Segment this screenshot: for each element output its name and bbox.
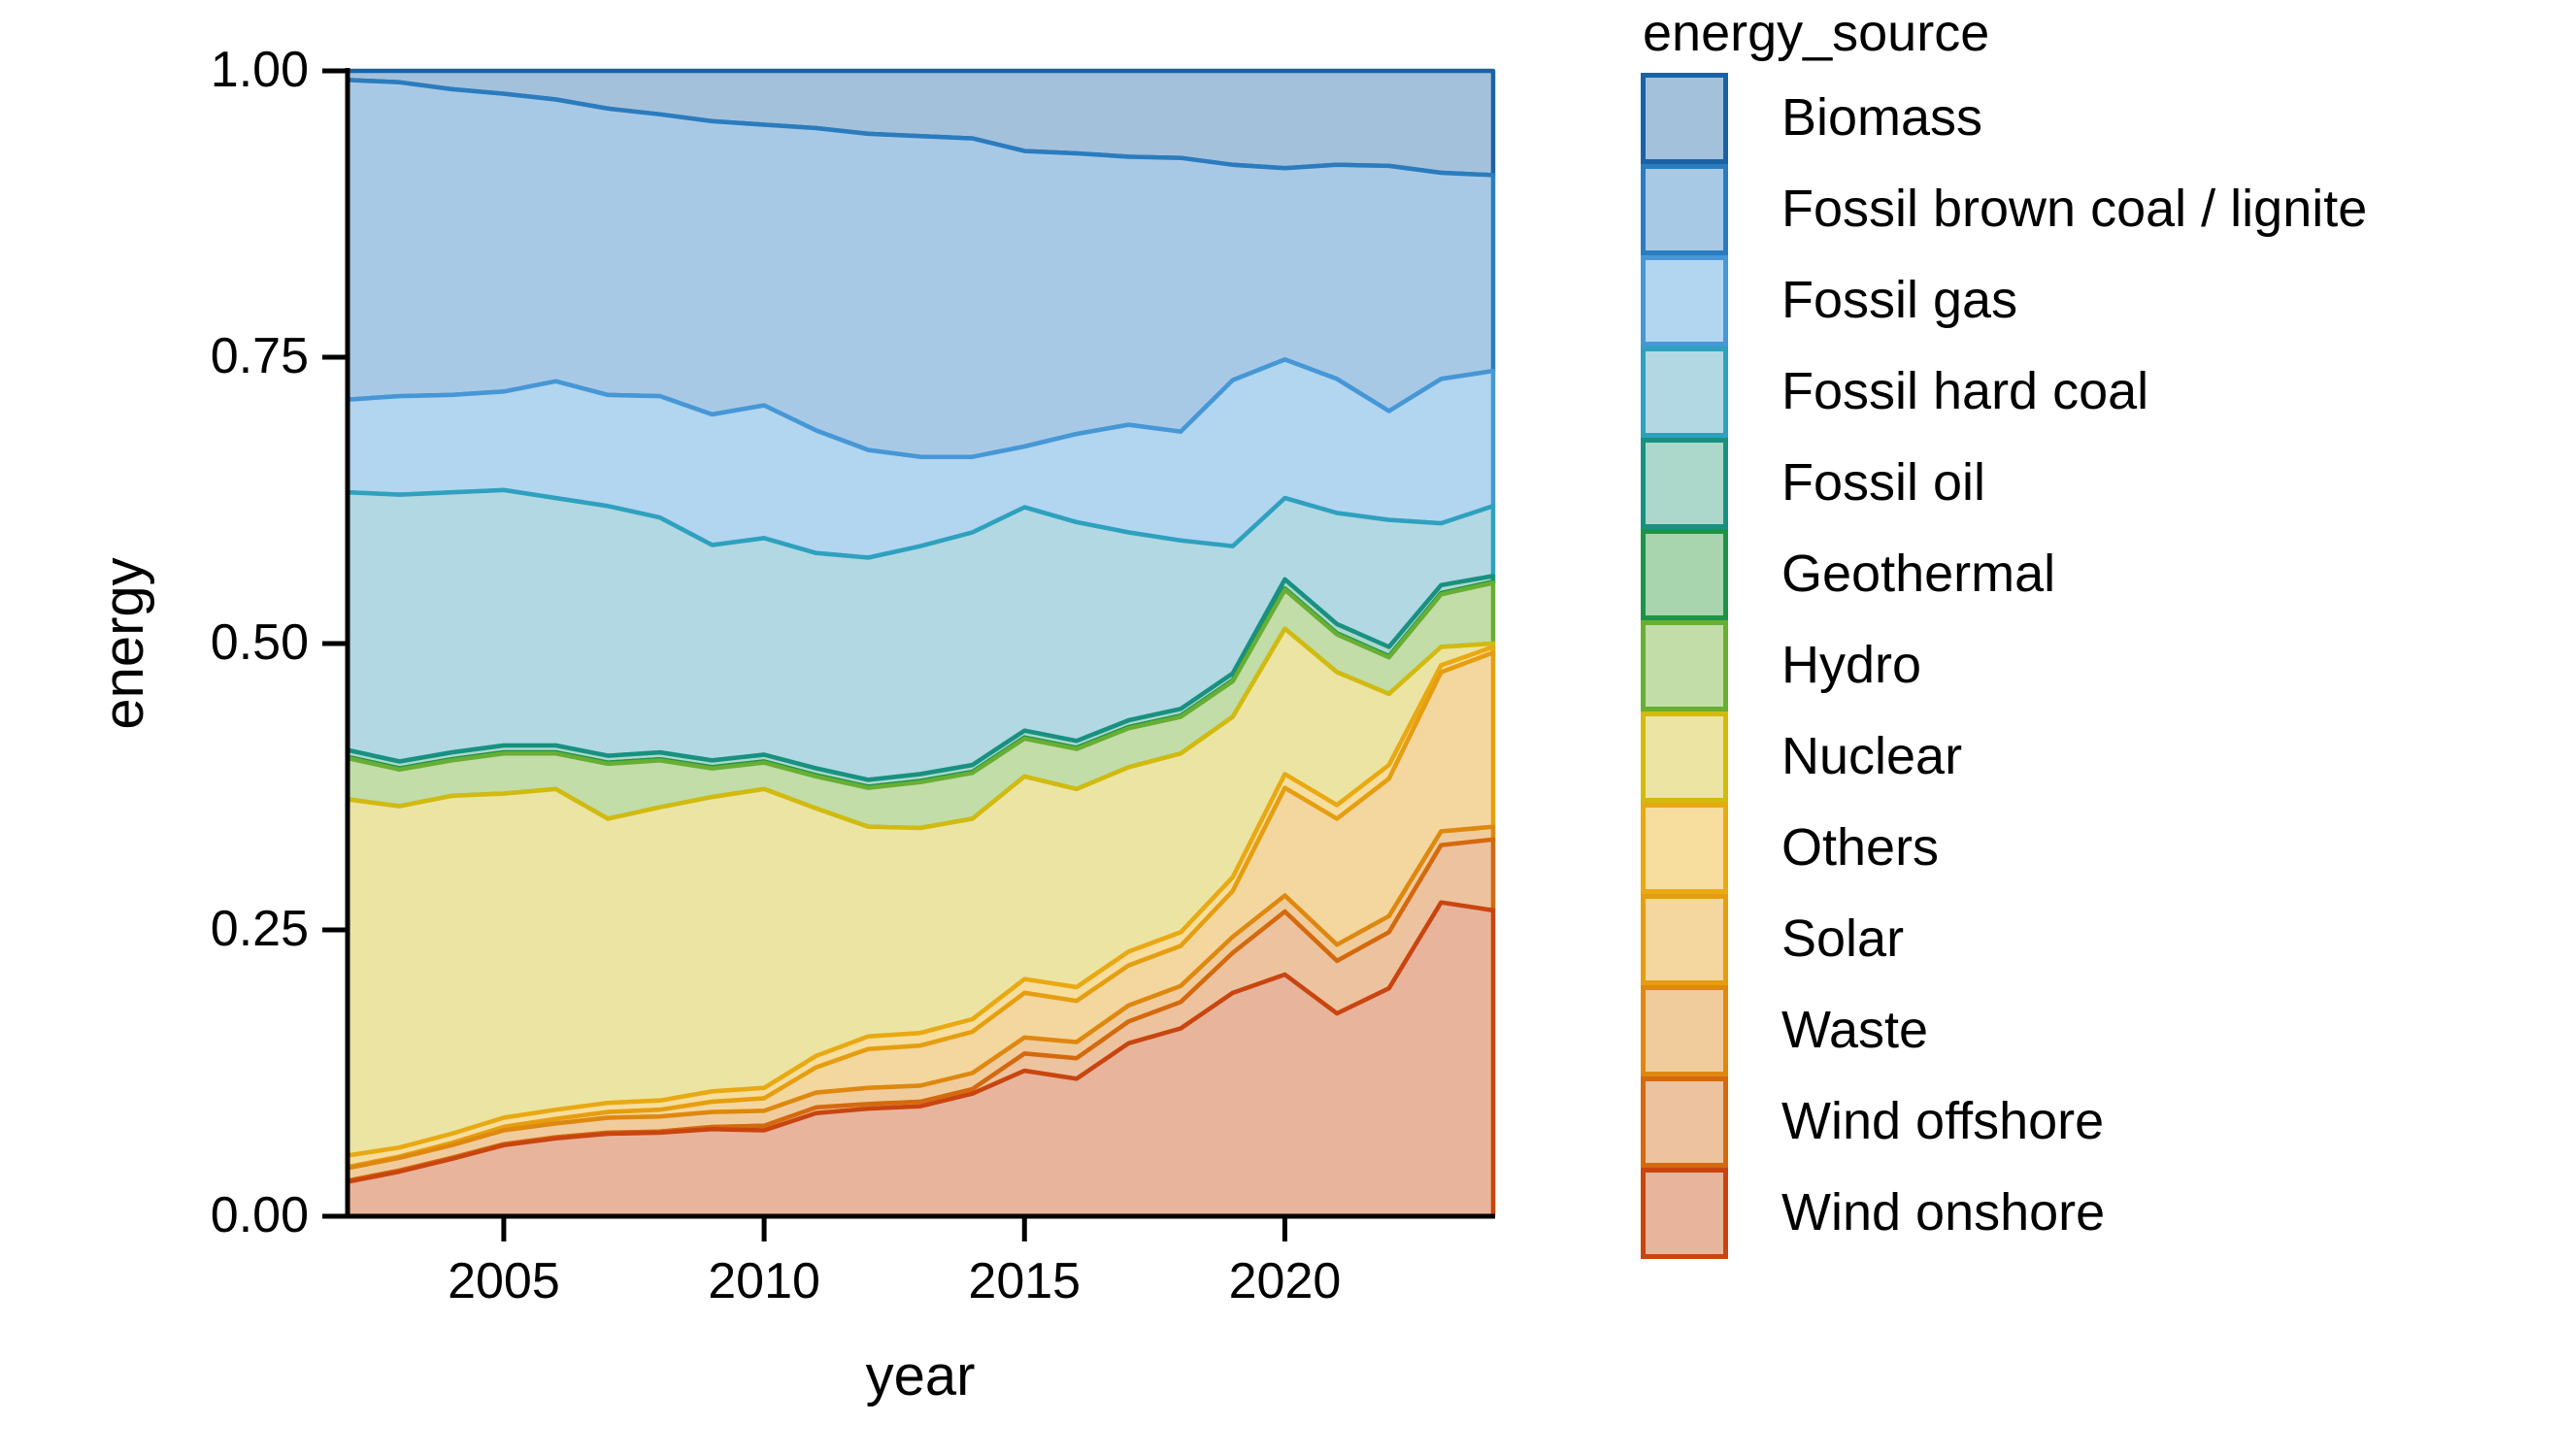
y-axis-title: energy: [92, 557, 155, 730]
legend-item-waste: Waste: [1641, 985, 2514, 1076]
legend-label-fossil-hard-coal: Fossil hard coal: [1781, 361, 2149, 420]
legend-item-solar: Solar: [1641, 894, 2514, 985]
legend-label-fossil-gas: Fossil gas: [1781, 270, 2018, 329]
y-tick-label: 0.50: [210, 614, 309, 671]
y-tick-label: 0.00: [210, 1187, 309, 1243]
legend-swatch-geothermal: [1641, 529, 1728, 620]
legend-item-others: Others: [1641, 803, 2514, 894]
legend-swatch-waste: [1641, 985, 1728, 1076]
legend-item-fossil-gas: Fossil gas: [1641, 255, 2514, 347]
x-axis-title: year: [865, 1344, 976, 1407]
legend-swatch-others: [1641, 803, 1728, 894]
y-tick-label: 0.25: [210, 901, 309, 957]
y-tick-label: 1.00: [210, 42, 309, 98]
legend-item-nuclear: Nuclear: [1641, 711, 2514, 803]
legend-label-fossil-brown-coal-lignite: Fossil brown coal / lignite: [1781, 179, 2368, 238]
legend-label-solar: Solar: [1781, 909, 1905, 968]
legend-swatch-fossil-gas: [1641, 255, 1728, 347]
legend-label-wind-offshore: Wind offshore: [1781, 1091, 2105, 1150]
legend-swatch-nuclear: [1641, 711, 1728, 803]
legend-swatch-biomass: [1641, 73, 1728, 164]
legend-item-fossil-oil: Fossil oil: [1641, 438, 2514, 529]
x-tick-label: 2005: [448, 1253, 560, 1309]
legend-swatch-wind-onshore: [1641, 1168, 1728, 1259]
legend-item-fossil-hard-coal: Fossil hard coal: [1641, 347, 2514, 438]
legend-item-biomass: Biomass: [1641, 73, 2514, 164]
legend-item-hydro: Hydro: [1641, 620, 2514, 711]
legend-swatch-fossil-hard-coal: [1641, 347, 1728, 438]
legend-title: energy_source: [1643, 4, 1990, 62]
legend-swatch-fossil-brown-coal-lignite: [1641, 164, 1728, 255]
legend-label-hydro: Hydro: [1781, 635, 1922, 694]
legend-label-nuclear: Nuclear: [1781, 726, 1963, 785]
x-tick-label: 2020: [1228, 1253, 1342, 1309]
legend-swatch-wind-offshore: [1641, 1076, 1728, 1168]
x-tick-label: 2015: [968, 1253, 1082, 1309]
legend-label-fossil-oil: Fossil oil: [1781, 452, 1986, 512]
legend-label-waste: Waste: [1781, 1000, 1929, 1059]
legend-label-others: Others: [1781, 817, 1940, 877]
legend-label-geothermal: Geothermal: [1781, 544, 2056, 603]
legend-swatch-hydro: [1641, 620, 1728, 711]
legend-item-wind-onshore: Wind onshore: [1641, 1168, 2514, 1259]
y-tick-label: 0.75: [210, 328, 309, 384]
x-tick-label: 2010: [708, 1253, 820, 1309]
legend-label-wind-onshore: Wind onshore: [1781, 1182, 2106, 1241]
legend-item-wind-offshore: Wind offshore: [1641, 1076, 2514, 1168]
legend-swatch-fossil-oil: [1641, 438, 1728, 529]
legend-item-geothermal: Geothermal: [1641, 529, 2514, 620]
legend-swatch-solar: [1641, 894, 1728, 985]
legend-item-fossil-brown-coal-lignite: Fossil brown coal / lignite: [1641, 164, 2514, 255]
legend-label-biomass: Biomass: [1781, 87, 1983, 147]
